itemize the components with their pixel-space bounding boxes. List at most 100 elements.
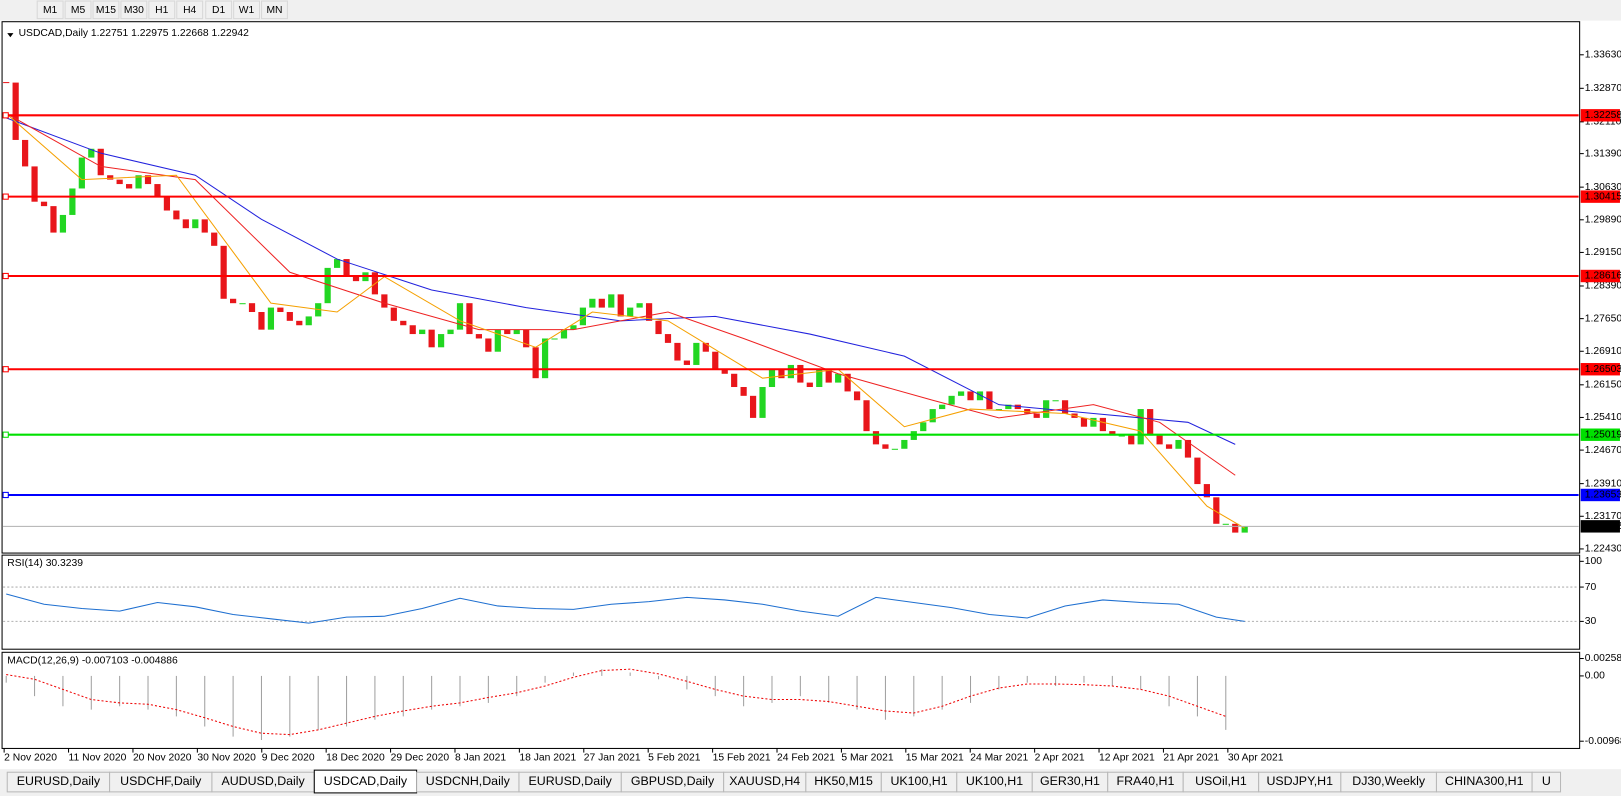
- level-label: 1.30415: [1585, 191, 1621, 202]
- candle: [1184, 439, 1192, 458]
- tab-label: AUDUSD,Daily: [221, 774, 305, 788]
- candle: [1175, 439, 1182, 449]
- candle: [239, 303, 246, 305]
- tab[interactable]: USDCAD,Daily: [313, 769, 418, 794]
- chart-header: USDCAD,Daily 1.22751 1.22975 1.22668 1.2…: [19, 28, 250, 39]
- dropdown-icon: [7, 33, 14, 38]
- timeframe-button[interactable]: [205, 0, 233, 20]
- toolbar: [0, 0, 1621, 21]
- candle: [957, 391, 965, 396]
- timeframe-label: H1: [155, 5, 168, 16]
- y-tick-label: 1.32110: [1585, 117, 1621, 128]
- candle: [296, 320, 303, 326]
- tab[interactable]: FRA40,H1: [1107, 771, 1184, 793]
- tab[interactable]: USDJPY,H1: [1258, 771, 1342, 793]
- timeframe-label: D1: [212, 5, 225, 16]
- tab[interactable]: GER30,H1: [1031, 771, 1109, 793]
- x-tick-label: 8 Jan 2021: [455, 752, 506, 763]
- tab-label: UK100,H1: [966, 774, 1023, 788]
- tab[interactable]: EURUSD,Daily: [518, 771, 622, 793]
- candle: [485, 338, 492, 352]
- candle: [419, 329, 426, 335]
- candle: [617, 294, 624, 317]
- timeframe-label: M15: [96, 5, 116, 16]
- candle: [1099, 417, 1106, 432]
- timeframe-button[interactable]: [261, 0, 288, 20]
- timeframe-button[interactable]: [148, 0, 176, 20]
- moving-average: [5, 113, 1245, 529]
- x-tick-label: 9 Dec 2020: [262, 752, 315, 763]
- tab[interactable]: AUDUSD,Daily: [211, 771, 315, 793]
- candle: [1194, 457, 1201, 485]
- x-tick-label: 2 Apr 2021: [1035, 752, 1085, 763]
- timeframe-button[interactable]: [233, 0, 261, 20]
- tab[interactable]: EURUSD,Daily: [6, 771, 111, 793]
- tab[interactable]: USDCNH,Daily: [416, 771, 520, 793]
- x-tick-label: 24 Feb 2021: [777, 752, 835, 763]
- level-tag: [1580, 109, 1620, 122]
- candle: [305, 316, 312, 326]
- candle: [78, 157, 85, 189]
- candle: [579, 307, 587, 326]
- y-tick-label: 1.26910: [1585, 346, 1621, 357]
- y-tick-label: 1.32870: [1585, 83, 1621, 94]
- candle: [50, 206, 57, 233]
- tab[interactable]: UK100,H1: [956, 771, 1033, 793]
- y-tick-label: 1.23170: [1585, 511, 1621, 522]
- tab-label: USDCNH,Daily: [426, 774, 511, 788]
- candle: [267, 307, 275, 330]
- level-handle: [2, 193, 9, 200]
- tab[interactable]: CHINA300,H1: [1435, 771, 1533, 793]
- tab[interactable]: XAUUSD,H4: [723, 771, 807, 793]
- level-tag: [1580, 269, 1620, 283]
- level-handle: [2, 491, 9, 499]
- tab[interactable]: UK100,H1: [880, 771, 958, 793]
- tab-label: EURUSD,Daily: [528, 774, 612, 788]
- tab[interactable]: DJ30,Weekly: [1340, 771, 1437, 793]
- level-tag: [1580, 488, 1620, 502]
- candle: [967, 391, 974, 401]
- y-tick-label: 1.28390: [1585, 281, 1621, 292]
- candle: [447, 329, 454, 335]
- candle: [1232, 523, 1239, 533]
- x-tick-label: 12 Apr 2021: [1099, 752, 1155, 763]
- tab[interactable]: HK50,M15: [805, 771, 882, 793]
- candle: [97, 148, 104, 176]
- tab[interactable]: U: [1531, 771, 1562, 793]
- timeframe-button[interactable]: [176, 0, 204, 20]
- candle: [428, 329, 435, 348]
- last-price-tag: [1580, 520, 1620, 533]
- x-tick-label: 18 Dec 2020: [326, 752, 385, 763]
- tab-label: CHINA300,H1: [1445, 774, 1524, 788]
- x-tick-label: 5 Feb 2021: [648, 752, 701, 763]
- moving-average: [5, 113, 1236, 476]
- candle: [787, 364, 794, 379]
- candle: [1052, 400, 1059, 402]
- timeframe-label: M30: [124, 5, 144, 16]
- candle: [882, 444, 889, 449]
- candle: [1118, 435, 1125, 437]
- y-tick-label: 1.22430: [1585, 544, 1621, 555]
- x-tick-label: 18 Jan 2021: [519, 752, 576, 763]
- tab[interactable]: USDCHF,Daily: [109, 771, 213, 793]
- timeframe-label: W1: [239, 5, 255, 16]
- tab[interactable]: USOil,H1: [1182, 771, 1260, 793]
- tab-label: GBPUSD,Daily: [631, 774, 715, 788]
- candle: [12, 82, 19, 140]
- candle: [324, 267, 331, 304]
- candle: [230, 298, 237, 304]
- candle: [154, 184, 161, 198]
- rsi-header: RSI(14) 30.3239: [7, 558, 83, 569]
- candle: [456, 303, 464, 330]
- candle: [939, 404, 946, 410]
- tab-label: USOil,H1: [1195, 774, 1247, 788]
- candle: [853, 391, 861, 401]
- tab[interactable]: GBPUSD,Daily: [620, 771, 725, 793]
- timeframe-button[interactable]: [36, 0, 64, 20]
- timeframe-button[interactable]: [64, 0, 92, 20]
- timeframe-button[interactable]: [92, 0, 120, 20]
- timeframe-button[interactable]: [120, 0, 148, 20]
- timeframe-label: H4: [183, 5, 196, 16]
- candle: [570, 325, 577, 330]
